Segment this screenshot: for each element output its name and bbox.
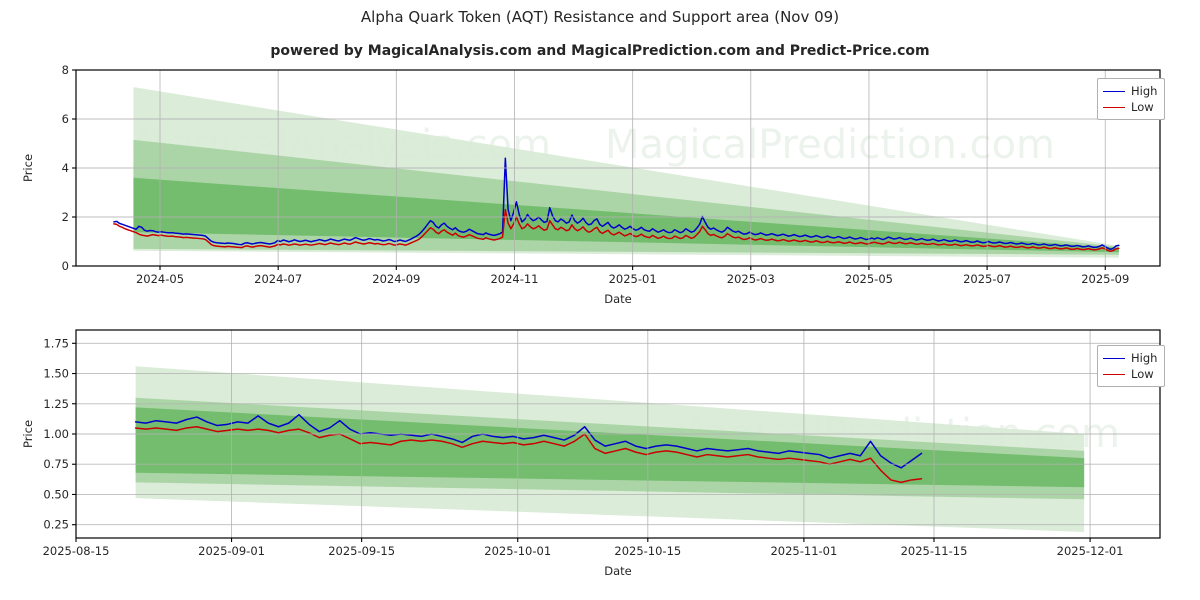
legend-label: Low — [1131, 100, 1154, 114]
legend-label: Low — [1131, 367, 1154, 381]
y-tick-label: 8 — [62, 63, 69, 77]
x-tick-label: 2025-09 — [1081, 272, 1129, 286]
series-line-low — [134, 425, 923, 484]
legend-line-swatch — [1103, 357, 1125, 359]
x-tick-label: 2025-10-15 — [614, 544, 681, 558]
top-chart-panel: MagicalAnalysis.com MagicalPrediction.com… — [0, 60, 1200, 310]
y-tick-label: 2 — [62, 210, 69, 224]
x-tick-label: 2025-08-15 — [43, 544, 110, 558]
y-axis-label: Price — [21, 420, 35, 448]
x-tick-label: 2025-11-15 — [901, 544, 968, 558]
legend-item: Low — [1103, 99, 1157, 115]
y-tick-label: 0.75 — [43, 457, 69, 471]
legend-item: High — [1103, 83, 1157, 99]
y-tick-label: 1.25 — [43, 397, 69, 411]
legend-line-swatch — [1103, 373, 1125, 375]
x-tick-label: 2024-05 — [136, 272, 184, 286]
x-tick-label: 2025-05 — [845, 272, 893, 286]
watermark-text: MagicalAnalysis.com — [135, 264, 551, 310]
x-tick-label: 2025-07 — [963, 272, 1011, 286]
x-tick-label: 2024-11 — [490, 272, 538, 286]
x-tick-label: 2025-09-15 — [328, 544, 395, 558]
page-title: Alpha Quark Token (AQT) Resistance and S… — [360, 8, 840, 26]
y-tick-label: 0.25 — [43, 518, 69, 532]
series-line-high — [113, 157, 1120, 251]
x-tick-label: 2025-01 — [609, 272, 657, 286]
x-tick-label: 2025-12-01 — [1057, 544, 1124, 558]
series-line-low — [113, 208, 1120, 253]
x-tick-label: 2025-10-01 — [484, 544, 551, 558]
legend-label: High — [1131, 351, 1158, 365]
x-tick-label: 2025-03 — [727, 272, 775, 286]
page-subtitle: powered by MagicalAnalysis.com and Magic… — [270, 43, 930, 59]
x-tick-label: 2025-09-01 — [198, 544, 265, 558]
y-tick-label: 0.50 — [43, 487, 69, 501]
legend-top-chart: High Low — [1097, 78, 1166, 120]
watermark-text: MagicalPrediction.com — [605, 264, 1055, 310]
legend-line-swatch — [1103, 90, 1125, 92]
bottom-chart-panel: MagicalAnalysis.comMagicalPrediction.com… — [0, 322, 1200, 592]
y-tick-label: 6 — [62, 112, 69, 126]
y-tick-label: 0 — [62, 259, 69, 273]
band-inner — [133, 177, 1119, 253]
legend-item: Low — [1103, 366, 1157, 382]
y-tick-label: 1.00 — [43, 427, 69, 441]
x-axis-label: Date — [604, 292, 632, 306]
x-tick-label: 2025-11-01 — [770, 544, 837, 558]
watermark-text: MagicalPrediction.com — [605, 122, 1055, 168]
y-tick-label: 4 — [62, 161, 69, 175]
x-axis-label: Date — [604, 564, 632, 578]
y-axis-label: Price — [21, 154, 35, 182]
legend-item: High — [1103, 350, 1157, 366]
legend-line-swatch — [1103, 106, 1125, 108]
legend-bottom-chart: High Low — [1097, 345, 1166, 387]
y-tick-label: 1.50 — [43, 367, 69, 381]
x-tick-label: 2024-09 — [372, 272, 420, 286]
band-inner — [135, 407, 1085, 488]
series-line-high — [134, 413, 923, 469]
y-tick-label: 1.75 — [43, 336, 69, 350]
legend-label: High — [1131, 84, 1158, 98]
x-tick-label: 2024-07 — [254, 272, 302, 286]
